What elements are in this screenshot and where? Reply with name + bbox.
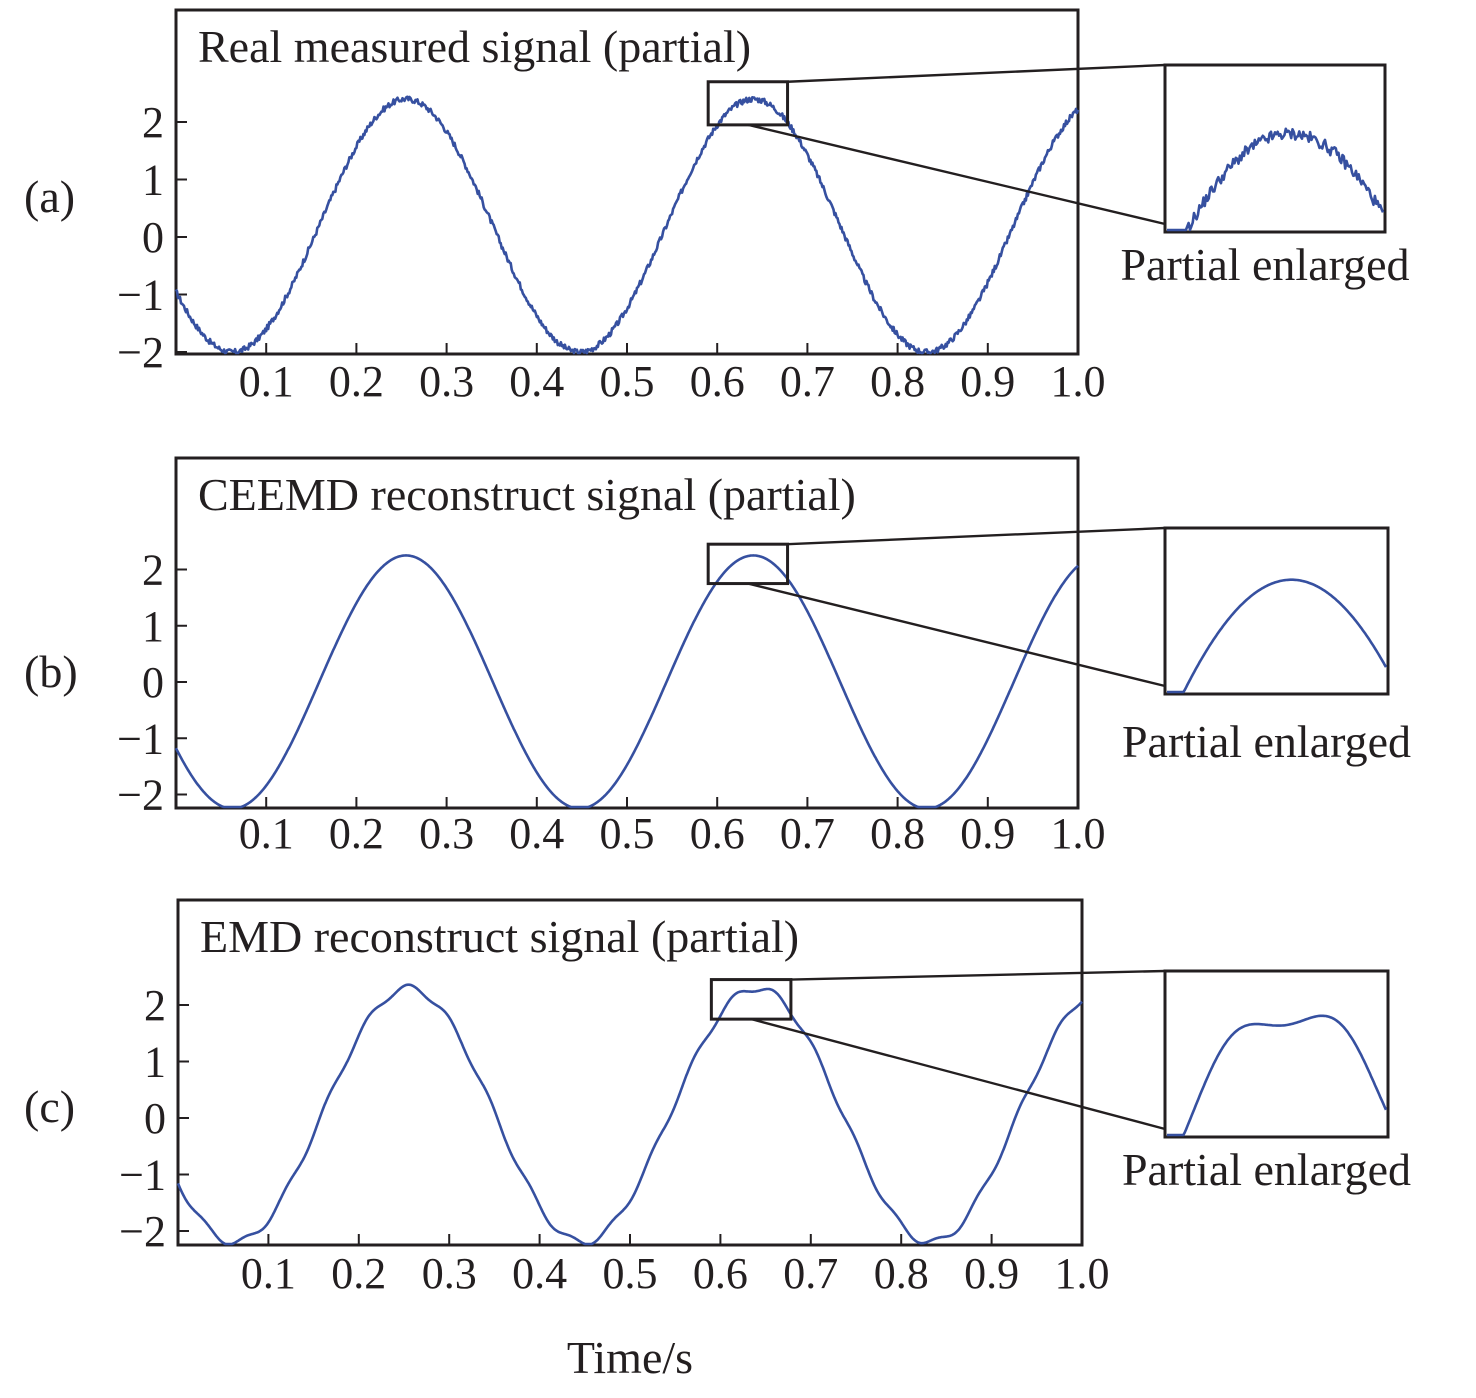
zoom-connector-bottom	[747, 123, 1166, 226]
inset-frame	[1163, 63, 1387, 234]
x-tick-label: 0.3	[419, 809, 474, 858]
inset-label: Partial enlarged	[1122, 716, 1411, 767]
inset-frame	[1163, 969, 1390, 1139]
x-tick-label: 0.7	[780, 357, 835, 406]
inset-signal-line	[1167, 1014, 1388, 1137]
x-tick-label: 0.6	[690, 357, 745, 406]
zoom-box	[709, 978, 793, 1021]
x-tick-label: 0.9	[960, 809, 1015, 858]
x-tick-label: 0.4	[509, 357, 564, 406]
inset-frame	[1163, 526, 1390, 696]
x-tick-label: 0.4	[512, 1249, 567, 1298]
y-tick-label: 0	[142, 658, 164, 707]
y-tick-label: −2	[117, 328, 164, 377]
zoom-connector-top	[790, 969, 1166, 981]
x-tick-label: 0.5	[600, 809, 655, 858]
x-tick-label: 1.0	[1051, 809, 1106, 858]
y-tick-label: 1	[144, 1038, 166, 1087]
zoom-connector-bottom	[747, 582, 1166, 688]
zoom-connector-bottom	[751, 1017, 1166, 1131]
y-tick-label: 0	[144, 1094, 166, 1143]
y-tick-label: −2	[119, 1207, 166, 1256]
panel-label: (c)	[24, 1081, 75, 1132]
zoom-box	[706, 80, 790, 127]
y-tick-label: 0	[142, 213, 164, 262]
x-tick-label: 1.0	[1055, 1249, 1110, 1298]
panel-title: Real measured signal (partial)	[198, 21, 751, 72]
y-tick-label: −1	[119, 1151, 166, 1200]
signal-line	[176, 983, 1083, 1246]
signal-line	[174, 95, 1080, 355]
panel-3: EMD reconstruct signal (partial) (c) 2 1 0 −1…	[24, 898, 1411, 1298]
x-tick-label: 0.8	[874, 1249, 929, 1298]
x-tick-label: 0.1	[239, 357, 294, 406]
panel-label: (b)	[24, 646, 78, 697]
x-tick-label: 0.3	[422, 1249, 477, 1298]
x-tick-label: 0.2	[329, 809, 384, 858]
x-tick-label: 0.7	[783, 1249, 838, 1298]
x-tick-label: 0.6	[693, 1249, 748, 1298]
x-tick-label: 0.5	[600, 357, 655, 406]
x-tick-label: 0.2	[331, 1249, 386, 1298]
x-tick-label: 0.1	[239, 809, 294, 858]
inset-label: Partial enlarged	[1122, 1144, 1411, 1195]
panel-1: Real measured signal (partial) (a) 2 1 0 −1 −2…	[24, 8, 1410, 406]
panel-label: (a)	[24, 171, 75, 222]
inset-signal-line	[1167, 127, 1385, 232]
zoom-connector-top	[787, 526, 1166, 546]
x-tick-label: 0.1	[241, 1249, 296, 1298]
x-tick-label: 0.2	[329, 357, 384, 406]
y-tick-label: 1	[142, 156, 164, 205]
panel-2: CEEMD reconstruct signal (partial) (b) 2 1 0…	[24, 456, 1411, 858]
x-tick-label: 0.9	[960, 357, 1015, 406]
panel-title: EMD reconstruct signal (partial)	[200, 911, 799, 962]
x-axis-label: Time/s	[567, 1332, 693, 1383]
panels: Real measured signal (partial) (a) 2 1 0 −1 −2…	[24, 8, 1411, 1298]
zoom-box	[706, 542, 790, 586]
y-tick-label: −1	[117, 714, 164, 763]
x-tick-label: 1.0	[1051, 357, 1106, 406]
x-tick-label: 0.9	[964, 1249, 1019, 1298]
x-tick-label: 0.8	[870, 809, 925, 858]
x-tick-label: 0.5	[603, 1249, 658, 1298]
x-tick-label: 0.8	[870, 357, 925, 406]
zoom-connector-top	[787, 63, 1166, 83]
x-tick-label: 0.3	[419, 357, 474, 406]
inset-signal-line	[1167, 578, 1388, 694]
y-tick-label: 2	[144, 981, 166, 1030]
x-tick-label: 0.7	[780, 809, 835, 858]
signal-line	[174, 554, 1079, 809]
x-tick-label: 0.6	[690, 809, 745, 858]
y-tick-label: 2	[142, 546, 164, 595]
panel-title: CEEMD reconstruct signal (partial)	[198, 469, 856, 520]
x-tick-label: 0.4	[509, 809, 564, 858]
y-tick-label: −2	[117, 771, 164, 820]
y-tick-label: 2	[142, 98, 164, 147]
inset-label: Partial enlarged	[1120, 239, 1409, 290]
y-tick-label: 1	[142, 602, 164, 651]
y-tick-label: −1	[117, 271, 164, 320]
